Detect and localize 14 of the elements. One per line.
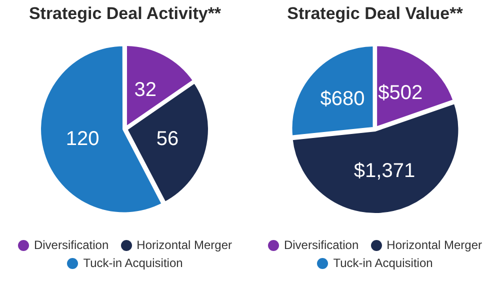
chart-title: Strategic Deal Value** [286,4,464,24]
legend-label: Horizontal Merger [386,238,482,252]
legend-label: Diversification [34,238,109,252]
data-label: $1,371 [354,160,416,182]
legend-label: Horizontal Merger [136,238,232,252]
legend-label: Tuck-in Acquisition [83,256,183,270]
data-label: 120 [66,128,100,150]
legend-label: Tuck-in Acquisition [333,256,433,270]
data-label: $680 [320,88,365,110]
legend-label: Diversification [284,238,359,252]
data-label: $502 [378,82,423,104]
data-label: 32 [134,78,156,101]
chart-title: Strategic Deal Activity** [28,4,222,24]
data-label: 56 [156,128,179,150]
